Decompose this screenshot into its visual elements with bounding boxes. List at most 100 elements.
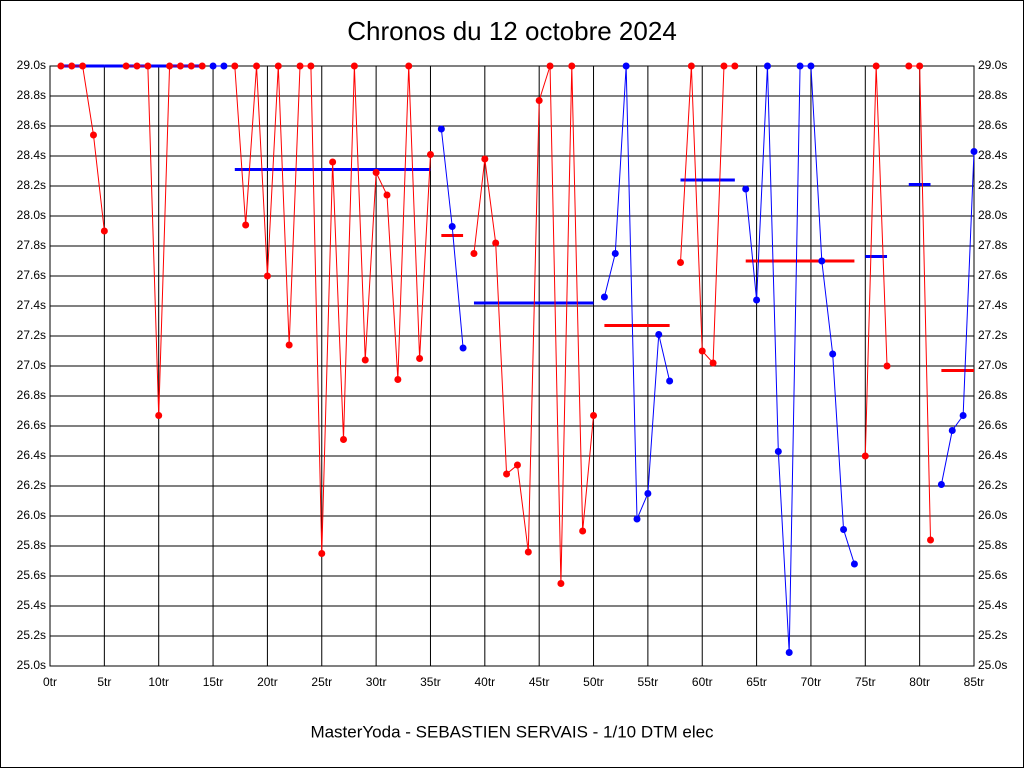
y-tick-label-right: 27.8s (978, 238, 1007, 252)
data-point (383, 191, 391, 199)
y-tick-label-right: 27.6s (978, 268, 1007, 282)
data-point (350, 62, 358, 70)
x-tick-label: 75tr (855, 675, 876, 689)
data-point (546, 62, 554, 70)
x-tick-label: 55tr (638, 675, 659, 689)
data-point (970, 148, 978, 155)
y-tick-label: 25.8s (17, 538, 46, 552)
y-tick-label-right: 25.8s (978, 538, 1007, 552)
data-point (426, 151, 434, 158)
data-point (155, 412, 163, 419)
data-point (318, 550, 326, 557)
x-tick-label: 70tr (801, 675, 822, 689)
data-point (535, 97, 543, 104)
x-tick-label: 5tr (97, 675, 111, 689)
data-point (340, 436, 348, 443)
y-tick-label: 28.0s (17, 208, 46, 222)
y-tick-label-right: 28.0s (978, 208, 1007, 222)
data-point (372, 169, 380, 176)
data-point (579, 527, 587, 535)
data-point (329, 158, 337, 166)
data-point (622, 62, 630, 70)
data-point (818, 257, 826, 265)
x-axis-label: MasterYoda - SEBASTIEN SERVAIS - 1/10 DT… (310, 722, 714, 741)
data-point (568, 62, 576, 70)
data-point (253, 62, 261, 70)
x-tick-label: 35tr (420, 675, 441, 689)
x-tick-label: 45tr (529, 675, 550, 689)
y-tick-label-right: 25.2s (978, 628, 1007, 642)
y-tick-label: 25.4s (17, 598, 46, 612)
x-tick-label: 85tr (964, 675, 985, 689)
data-point (872, 62, 880, 70)
data-point (850, 560, 858, 568)
x-tick-label: 30tr (366, 675, 387, 689)
data-point (470, 250, 478, 257)
data-point (198, 62, 206, 70)
data-point (611, 250, 619, 257)
data-point (666, 377, 674, 385)
y-tick-label-right: 27.0s (978, 358, 1007, 372)
x-tick-label: 60tr (692, 675, 713, 689)
y-tick-label: 28.6s (17, 118, 46, 132)
y-tick-label-right: 27.2s (978, 328, 1007, 342)
data-point (133, 62, 141, 70)
y-tick-label-right: 26.8s (978, 388, 1007, 402)
data-point (633, 515, 641, 523)
y-tick-label-right: 26.6s (978, 418, 1007, 432)
data-point (590, 412, 598, 419)
data-point (231, 62, 239, 70)
y-tick-label: 26.4s (17, 448, 46, 462)
data-point (307, 62, 315, 70)
x-tick-label: 25tr (311, 675, 332, 689)
data-point (861, 452, 869, 460)
data-point (503, 470, 511, 478)
data-point (416, 355, 424, 362)
data-point (405, 62, 413, 70)
x-tick-label: 0tr (43, 675, 57, 689)
y-tick-label-right: 25.4s (978, 598, 1007, 612)
data-point (492, 239, 500, 247)
x-tick-label: 10tr (148, 675, 169, 689)
data-point (481, 155, 489, 163)
data-point (807, 62, 815, 70)
data-point (448, 223, 456, 230)
x-tick-label: 20tr (257, 675, 278, 689)
x-tick-label: 40tr (474, 675, 495, 689)
data-point (600, 293, 608, 301)
data-point (361, 356, 369, 364)
y-tick-label: 27.0s (17, 358, 46, 372)
data-point (927, 536, 935, 544)
y-tick-label: 26.0s (17, 508, 46, 522)
data-point (122, 62, 130, 70)
data-point (68, 62, 76, 70)
data-point (274, 62, 282, 70)
chart-title: Chronos du 12 octobre 2024 (347, 16, 677, 46)
data-point (676, 259, 684, 266)
data-point (57, 62, 65, 70)
data-point (209, 62, 217, 70)
data-point (883, 362, 891, 370)
data-point (513, 461, 521, 469)
data-point (285, 341, 293, 349)
y-tick-label-right: 25.0s (978, 658, 1007, 672)
data-point (763, 62, 771, 70)
data-point (459, 344, 467, 352)
data-point (263, 272, 271, 280)
y-tick-label: 28.8s (17, 88, 46, 102)
data-point (79, 62, 87, 70)
y-tick-label: 28.4s (17, 148, 46, 162)
data-point (220, 62, 228, 70)
y-tick-label: 27.8s (17, 238, 46, 252)
data-point (176, 62, 184, 70)
y-tick-label: 25.0s (17, 658, 46, 672)
data-point (557, 580, 565, 587)
y-tick-label: 27.6s (17, 268, 46, 282)
y-tick-label-right: 28.4s (978, 148, 1007, 162)
data-point (916, 62, 924, 70)
data-point (524, 548, 532, 556)
data-point (437, 125, 445, 133)
data-point (698, 347, 706, 355)
data-point (796, 62, 804, 70)
data-point (296, 62, 304, 70)
